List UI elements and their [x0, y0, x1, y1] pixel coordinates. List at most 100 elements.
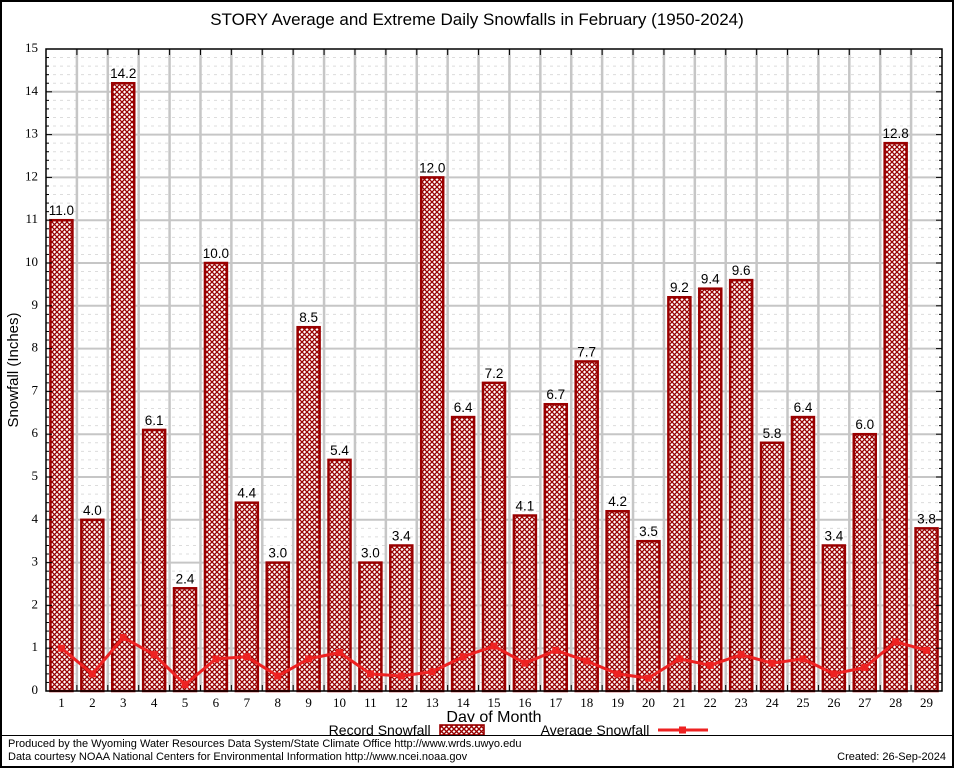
- x-tick-label: 24: [766, 695, 780, 710]
- chart-footer: Produced by the Wyoming Water Resources …: [2, 735, 952, 766]
- legend-average-label: Average Snowfall: [540, 722, 650, 738]
- bar-day-21: [667, 295, 692, 693]
- bar-value-label: 14.2: [110, 66, 136, 81]
- footer-created-date: Created: 26-Sep-2024: [837, 751, 946, 763]
- x-tick-label: 12: [395, 695, 408, 710]
- avg-point-day-25: [799, 655, 807, 663]
- y-tick-label: 6: [32, 425, 39, 440]
- avg-point-day-5: [181, 681, 189, 689]
- x-tick-label: 20: [642, 695, 655, 710]
- y-tick-label: 4: [32, 511, 39, 526]
- bar-value-label: 9.2: [670, 280, 689, 295]
- bar-day-20: [636, 539, 661, 693]
- axis-ticks: [45, 48, 943, 692]
- average-line-icon: [658, 726, 709, 734]
- x-tick-label: 22: [704, 695, 717, 710]
- bar-day-6: [203, 261, 229, 693]
- x-tick-label: 10: [333, 695, 346, 710]
- x-tick-label: 19: [611, 695, 624, 710]
- bar-value-label: 5.8: [763, 426, 782, 441]
- avg-point-day-28: [892, 638, 900, 646]
- x-tick-label: 18: [580, 695, 593, 710]
- avg-point-day-3: [119, 634, 127, 641]
- y-tick-label: 12: [25, 168, 38, 183]
- bar-value-labels: 11.0 4.0 14.2 6.1 2.4 10.0 4.4 3.0 8.5 5.4 3.0 3.4 1…: [49, 66, 936, 586]
- avg-point-day-10: [336, 648, 344, 656]
- avg-point-day-4: [150, 651, 158, 659]
- bar-value-label: 6.0: [855, 417, 874, 432]
- plot-border: [45, 48, 943, 692]
- x-tick-label: 14: [457, 695, 471, 710]
- avg-point-day-17: [552, 646, 560, 654]
- x-tick-label: 3: [120, 695, 127, 710]
- x-tick-label: 28: [889, 695, 902, 710]
- y-tick-label: 13: [25, 126, 38, 141]
- bar-value-label: 4.0: [83, 503, 102, 518]
- bar-value-label: 7.7: [577, 344, 596, 359]
- avg-point-day-1: [57, 644, 65, 652]
- record-snowfall-bars: [49, 81, 939, 693]
- bar-value-label: 4.2: [608, 494, 627, 509]
- bar-day-14: [450, 415, 476, 693]
- bar-value-label: 3.4: [824, 528, 843, 543]
- avg-point-day-21: [675, 655, 683, 663]
- bar-day-27: [852, 432, 878, 693]
- bar-day-13: [419, 176, 445, 693]
- x-tick-label: 11: [364, 695, 377, 710]
- y-tick-label: 15: [25, 40, 38, 55]
- y-tick-label: 0: [32, 682, 39, 697]
- y-tick-label: 8: [32, 340, 39, 355]
- bar-value-label: 12.8: [883, 126, 909, 141]
- x-tick-labels: 1 2 3 4 5 6 7 8 9 10 11 12 13 14 15 16 17 18 19 20 21 22 23 24 2…: [58, 695, 933, 710]
- x-tick-label: 6: [213, 695, 220, 710]
- x-tick-label: 5: [182, 695, 189, 710]
- x-tick-label: 25: [796, 695, 809, 710]
- bar-day-19: [605, 509, 630, 693]
- bar-value-label: 3.5: [639, 524, 658, 539]
- y-tick-label: 14: [25, 83, 39, 98]
- bar-day-24: [759, 441, 785, 693]
- y-tick-label: 2: [32, 596, 39, 611]
- avg-point-day-7: [243, 653, 251, 661]
- x-tick-label: 1: [58, 695, 65, 710]
- avg-point-day-9: [305, 655, 313, 663]
- y-axis-title: Snowfall (Inches): [5, 312, 22, 427]
- chart-legend: Record Snowfall Average Snowfall: [44, 722, 952, 738]
- avg-point-day-2: [88, 670, 96, 678]
- bar-value-label: 8.5: [299, 310, 318, 325]
- bar-value-label: 9.6: [732, 263, 751, 278]
- avg-point-day-22: [706, 661, 714, 669]
- avg-point-day-19: [614, 670, 622, 678]
- bar-day-9: [296, 325, 321, 693]
- avg-point-day-23: [737, 651, 745, 659]
- bar-value-label: 3.4: [392, 528, 411, 543]
- bar-value-label: 3.0: [268, 546, 287, 561]
- bar-value-label: 3.8: [917, 511, 936, 526]
- x-tick-label: 2: [89, 695, 96, 710]
- avg-point-day-11: [366, 670, 374, 678]
- y-tick-label: 1: [32, 639, 39, 654]
- bar-day-22: [698, 287, 723, 693]
- avg-point-day-15: [490, 642, 498, 650]
- avg-point-day-24: [768, 659, 776, 667]
- avg-point-day-12: [397, 672, 405, 680]
- bar-value-label: 6.4: [454, 400, 473, 415]
- bar-value-label: 5.4: [330, 443, 349, 458]
- footer-produced-by: Produced by the Wyoming Water Resources …: [8, 738, 522, 750]
- avg-point-day-13: [428, 668, 436, 676]
- bar-value-label: 2.4: [176, 571, 195, 586]
- x-tick-label: 15: [488, 695, 501, 710]
- bar-day-29: [914, 527, 939, 693]
- bar-value-label: 10.0: [203, 246, 229, 261]
- bar-value-label: 7.2: [485, 366, 504, 381]
- y-tick-label: 11: [25, 211, 38, 226]
- bar-value-label: 6.4: [794, 400, 813, 415]
- x-tick-label: 13: [426, 695, 439, 710]
- avg-point-day-6: [212, 655, 220, 663]
- y-tick-label: 9: [32, 297, 39, 312]
- y-tick-label: 3: [32, 554, 39, 569]
- bar-value-label: 4.1: [516, 499, 535, 514]
